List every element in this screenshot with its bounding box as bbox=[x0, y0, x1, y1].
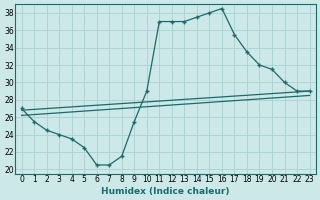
X-axis label: Humidex (Indice chaleur): Humidex (Indice chaleur) bbox=[101, 187, 230, 196]
